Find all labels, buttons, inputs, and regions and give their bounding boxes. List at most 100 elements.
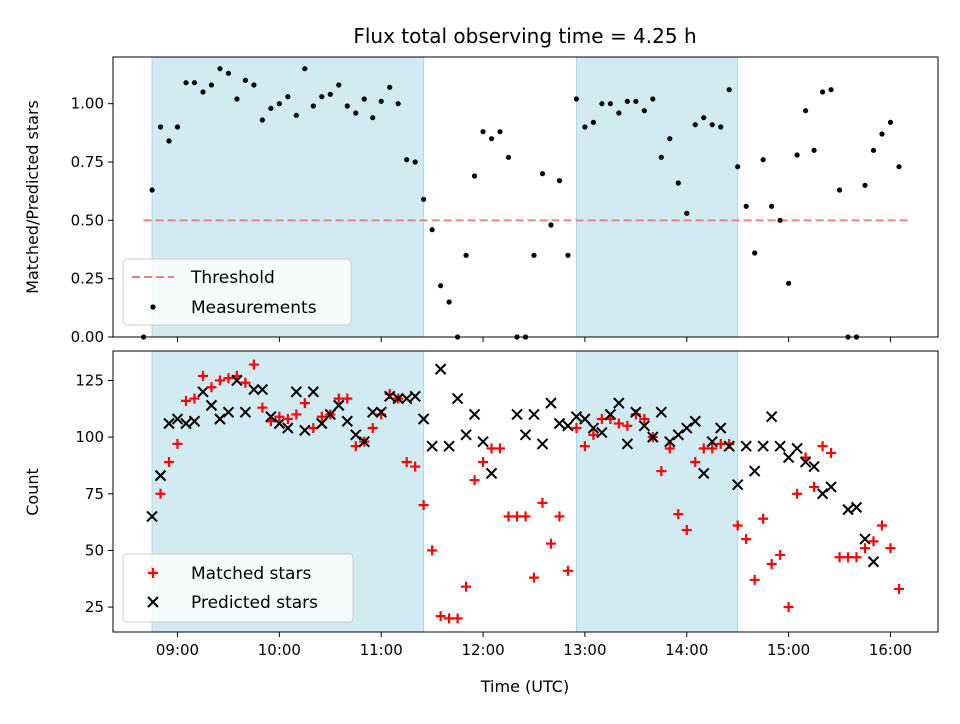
measurement-point [675,180,681,186]
bottom-y-tick-label: 125 [75,371,104,389]
predicted-stars-point [443,440,455,452]
measurement-point [590,119,597,125]
matched-stars-point [893,583,904,594]
predicted-stars-point [782,451,795,464]
cross-stroke-b [757,440,769,452]
predicted-stars-point [715,422,727,434]
predicted-stars-point [451,392,464,405]
cross-stroke-b [808,460,820,473]
measurement-point [497,129,503,135]
top-shaded-region-1 [575,56,739,338]
measurement-point [701,115,707,121]
measurement-point [395,101,401,107]
cross-stroke-b [214,413,226,425]
measurement-point [684,210,690,216]
matched-stars-point [868,536,879,547]
predicted-stars-point [511,408,523,421]
predicted-stars-point [808,460,820,473]
predicted-stars-point [265,411,277,423]
predicted-stars-legend-swatch [147,596,159,608]
cross-stroke-b [604,408,617,421]
cross-stroke-b [698,467,710,480]
matched-stars-point [486,443,497,454]
predicted-stars-point [239,406,252,418]
predicted-stars-point [630,406,642,418]
cross-stroke-b [587,422,600,434]
predicted-stars-point [341,415,353,427]
measurement-point [743,203,749,209]
cross-stroke-b [485,467,498,480]
top-y-tick-label: 0.50 [71,211,104,229]
cross-stroke-b [197,386,209,398]
top-y-tick-label: 0.00 [71,328,104,346]
cross-stroke-b [511,408,523,421]
bottom-x-tick-label: 14:00 [665,641,708,659]
measurement-point [582,124,588,130]
measurement-point [200,89,206,95]
predicted-stars-point [426,440,438,452]
top-y-axis-label: Matched/Predicted stars [23,100,42,294]
matched-stars-point [478,457,489,468]
cross-stroke-b [740,440,752,452]
measurement-point [480,129,486,135]
matched-stars-point [681,525,692,536]
predicted-stars-point [171,413,184,425]
predicted-stars-point [545,397,557,409]
cross-stroke-b [171,413,184,425]
matched-stars-point [172,438,183,449]
predicted-stars-point [299,424,311,437]
cross-stroke-b [316,417,328,430]
measurement-point [208,82,215,88]
matched-stars-point [622,420,633,431]
predicted-stars-point [765,411,778,423]
cross-stroke-b [205,399,218,412]
measurement-point [548,222,554,228]
matched-stars-point [885,543,896,554]
chart-title: Flux total observing time = 4.25 h [353,24,696,48]
predicted-stars-point [400,392,413,405]
cross-stroke-b [715,422,727,434]
measurement-point [735,164,741,170]
measurement-point [259,117,265,123]
measurement-point [344,103,350,109]
matched-stars-point [673,509,684,520]
bottom-plot-frame [112,350,939,633]
matched-stars-point [452,613,463,624]
measurement-point [327,91,333,97]
matched-stars-point [257,402,268,413]
cross-stroke-b [706,435,718,448]
measurement-point [319,94,325,100]
bottom-x-tick-label: 09:00 [156,641,199,659]
matched-stars-point [401,457,412,468]
measurement-point [802,108,809,114]
measurement-point [828,87,834,93]
predicted-stars-point [248,383,260,396]
measurement-point [166,138,172,144]
bottom-legend: Matched stars Predicted stars [122,553,354,623]
cross-stroke-b [163,417,175,430]
matched-stars-point [418,500,429,511]
cross-stroke-b [383,390,396,403]
matched-stars-point [656,466,667,477]
predicted-stars-legend-label: Predicted stars [191,593,318,613]
measurement-point [471,173,478,179]
measurement-point [285,94,291,100]
predicted-stars-point [689,415,701,427]
measurement-point [157,124,164,130]
measurement-point [709,122,715,128]
matched-stars-point [554,511,565,522]
predicted-stars-point [850,501,863,514]
measurement-point [412,159,418,165]
cross-stroke-b [791,442,803,455]
measurement-point [624,98,630,104]
measurement-point [633,98,639,104]
cross-stroke-b [621,438,634,450]
predicted-stars-point [324,408,336,421]
cross-stroke-b [409,390,421,403]
matched-stars-point [690,457,701,468]
predicted-stars-point [256,383,269,396]
top-legend: Threshold Measurements [122,258,352,326]
matched-stars-point [834,552,845,563]
cross-stroke-b [468,408,481,421]
matched-stars-point [240,377,251,388]
